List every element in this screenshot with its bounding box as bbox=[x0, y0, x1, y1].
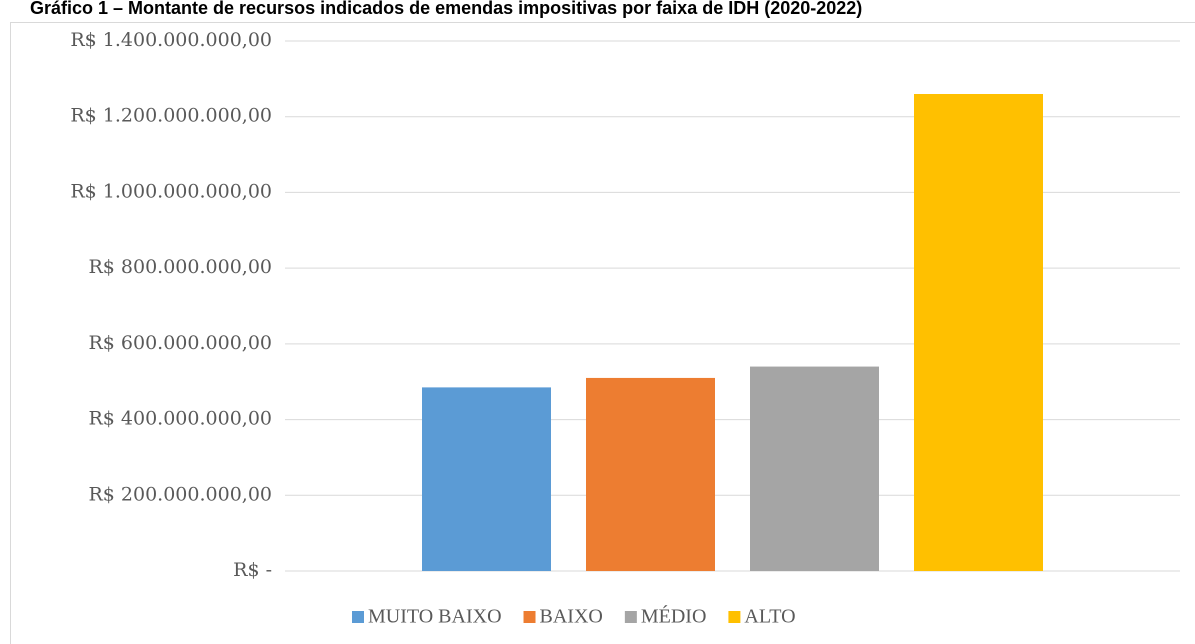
legend-label: MUITO BAIXO bbox=[368, 606, 502, 628]
y-tick-label: R$ 400.000.000,00 bbox=[88, 408, 272, 430]
bar bbox=[586, 377, 715, 571]
legend-label: BAIXO bbox=[540, 606, 603, 628]
legend-label: ALTO bbox=[744, 606, 795, 628]
bar bbox=[750, 366, 879, 571]
legend-swatch bbox=[728, 611, 741, 623]
y-tick-label: R$ 800.000.000,00 bbox=[88, 256, 272, 278]
y-tick-label: R$ 1.400.000.000,00 bbox=[70, 29, 272, 51]
legend-swatch bbox=[352, 611, 364, 623]
y-tick-label: R$ 600.000.000,00 bbox=[88, 332, 272, 354]
bar bbox=[422, 387, 551, 571]
y-tick-label: R$ - bbox=[233, 559, 272, 581]
y-tick-label: R$ 200.000.000,00 bbox=[88, 483, 272, 505]
chart-title: Gráfico 1 – Montante de recursos indicad… bbox=[30, 0, 862, 18]
y-tick-label: R$ 1.200.000.000,00 bbox=[70, 105, 272, 127]
y-tick-label: R$ 1.000.000.000,00 bbox=[70, 180, 272, 202]
legend-swatch bbox=[624, 611, 637, 623]
legend-swatch bbox=[523, 611, 536, 623]
legend-label: MÉDIO bbox=[641, 605, 707, 628]
bar bbox=[914, 94, 1043, 571]
